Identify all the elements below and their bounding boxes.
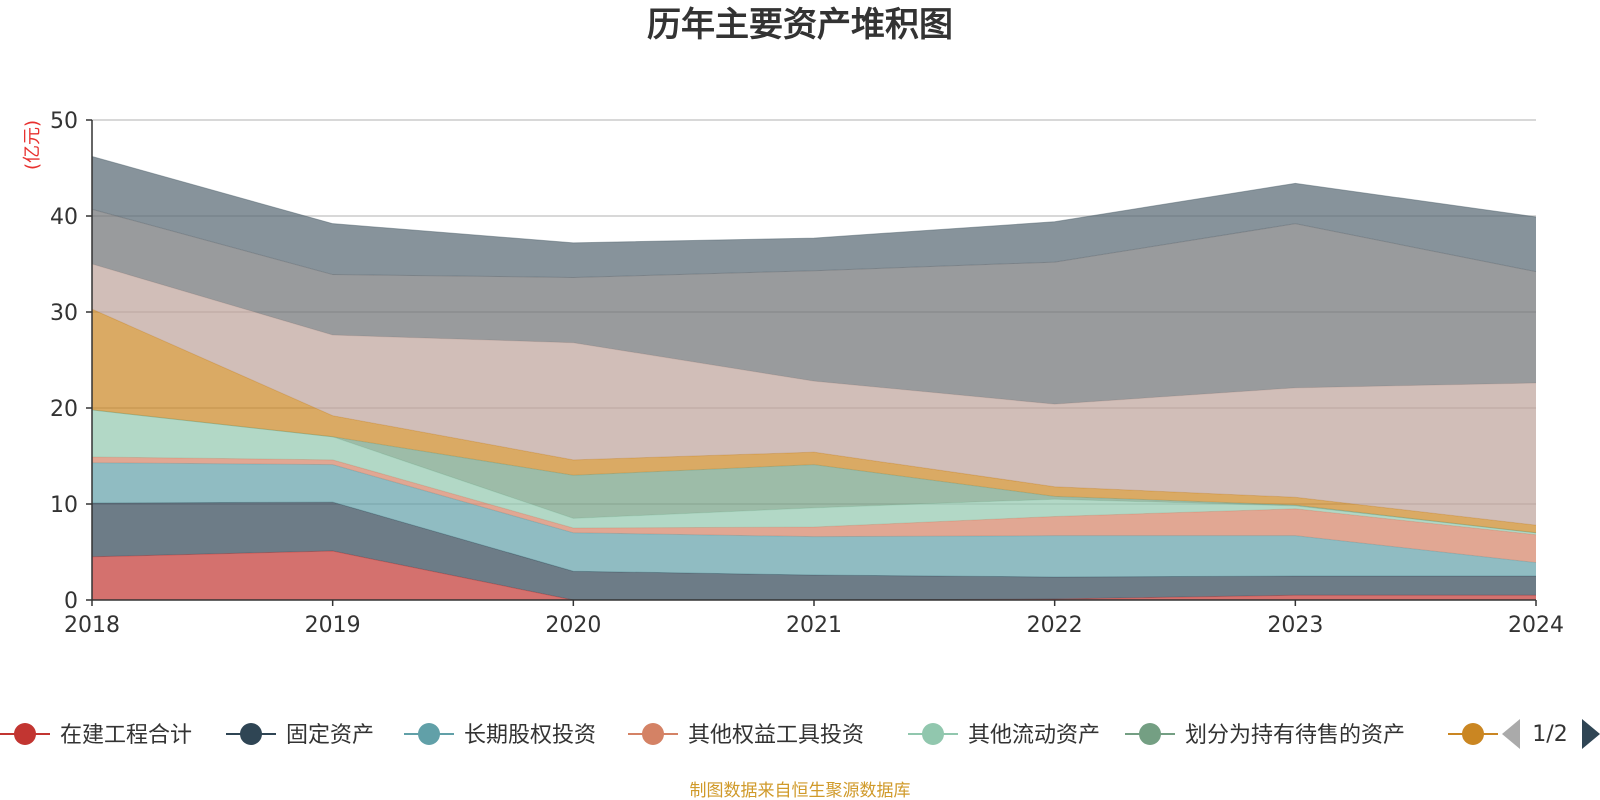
x-tick-label: 2018 bbox=[64, 613, 120, 638]
x-tick-label: 2023 bbox=[1267, 613, 1323, 638]
area-series-line-10 bbox=[91, 155, 1537, 244]
legend-page-indicator: 1/2 bbox=[1532, 722, 1567, 747]
legend-label: 固定资产 bbox=[286, 723, 374, 748]
data-source-note: 制图数据来自恒生聚源数据库 bbox=[690, 781, 911, 800]
y-tick-label: 20 bbox=[50, 397, 78, 422]
chart-title: 历年主要资产堆积图 bbox=[647, 5, 953, 45]
legend-item-4[interactable]: 其他权益工具投资 bbox=[628, 723, 864, 748]
y-tick-label: 10 bbox=[50, 493, 78, 518]
area-series-3[interactable] bbox=[92, 462, 1536, 577]
y-tick-label: 0 bbox=[64, 589, 78, 614]
legend-dot-marker bbox=[418, 723, 440, 745]
legend-dot-marker bbox=[1139, 723, 1161, 745]
legend-label: 其他流动资产 bbox=[968, 723, 1100, 748]
legend-dot-marker bbox=[240, 723, 262, 745]
area-series-group bbox=[91, 155, 1537, 601]
area-series-6[interactable] bbox=[92, 409, 1536, 533]
x-tick-label: 2024 bbox=[1508, 613, 1564, 638]
y-tick-label: 50 bbox=[50, 109, 78, 134]
area-series-9[interactable] bbox=[92, 209, 1536, 405]
legend-label: 其他权益工具投资 bbox=[688, 723, 864, 748]
area-series-10[interactable] bbox=[92, 156, 1536, 278]
area-series-5[interactable] bbox=[92, 409, 1536, 535]
x-tick-label: 2021 bbox=[786, 613, 842, 638]
y-tick-label: 30 bbox=[50, 301, 78, 326]
legend-dot-marker bbox=[642, 723, 664, 745]
x-tick-label: 2020 bbox=[545, 613, 601, 638]
axes: 0 10 20 30 40 50 2018 2019 2020 2021 2022 2023 2024 bbox=[50, 109, 1564, 638]
y-axis-unit: (亿元) bbox=[22, 120, 43, 170]
legend-next-page-icon[interactable] bbox=[1582, 719, 1600, 749]
area-series-2[interactable] bbox=[92, 502, 1536, 600]
area-series-1[interactable] bbox=[92, 551, 1536, 600]
y-tick-label: 40 bbox=[50, 205, 78, 230]
legend-label: 长期股权投资 bbox=[464, 723, 596, 748]
legend-dot-marker bbox=[1462, 723, 1484, 745]
legend-item-6[interactable]: 划分为持有待售的资产 bbox=[1125, 723, 1405, 748]
legend-item-1[interactable]: 在建工程合计 bbox=[0, 723, 192, 748]
legend-item-5[interactable]: 其他流动资产 bbox=[908, 723, 1100, 748]
legend: 在建工程合计 固定资产 长期股权投资 其他权益工具投资 其他流动资产 划分为持有待售的资产… bbox=[0, 719, 1600, 749]
legend-label: 在建工程合计 bbox=[60, 723, 192, 748]
x-tick-label: 2022 bbox=[1027, 613, 1083, 638]
legend-item-2[interactable]: 固定资产 bbox=[226, 723, 374, 748]
legend-dot-marker bbox=[14, 723, 36, 745]
legend-item-7[interactable] bbox=[1448, 723, 1498, 745]
legend-dot-marker bbox=[922, 723, 944, 745]
x-tick-label: 2019 bbox=[305, 613, 361, 638]
area-series-7[interactable] bbox=[92, 309, 1536, 533]
legend-label: 划分为持有待售的资产 bbox=[1185, 723, 1405, 748]
area-series-8[interactable] bbox=[92, 264, 1536, 526]
legend-item-3[interactable]: 长期股权投资 bbox=[404, 723, 596, 748]
legend-prev-page-icon[interactable] bbox=[1502, 719, 1520, 749]
